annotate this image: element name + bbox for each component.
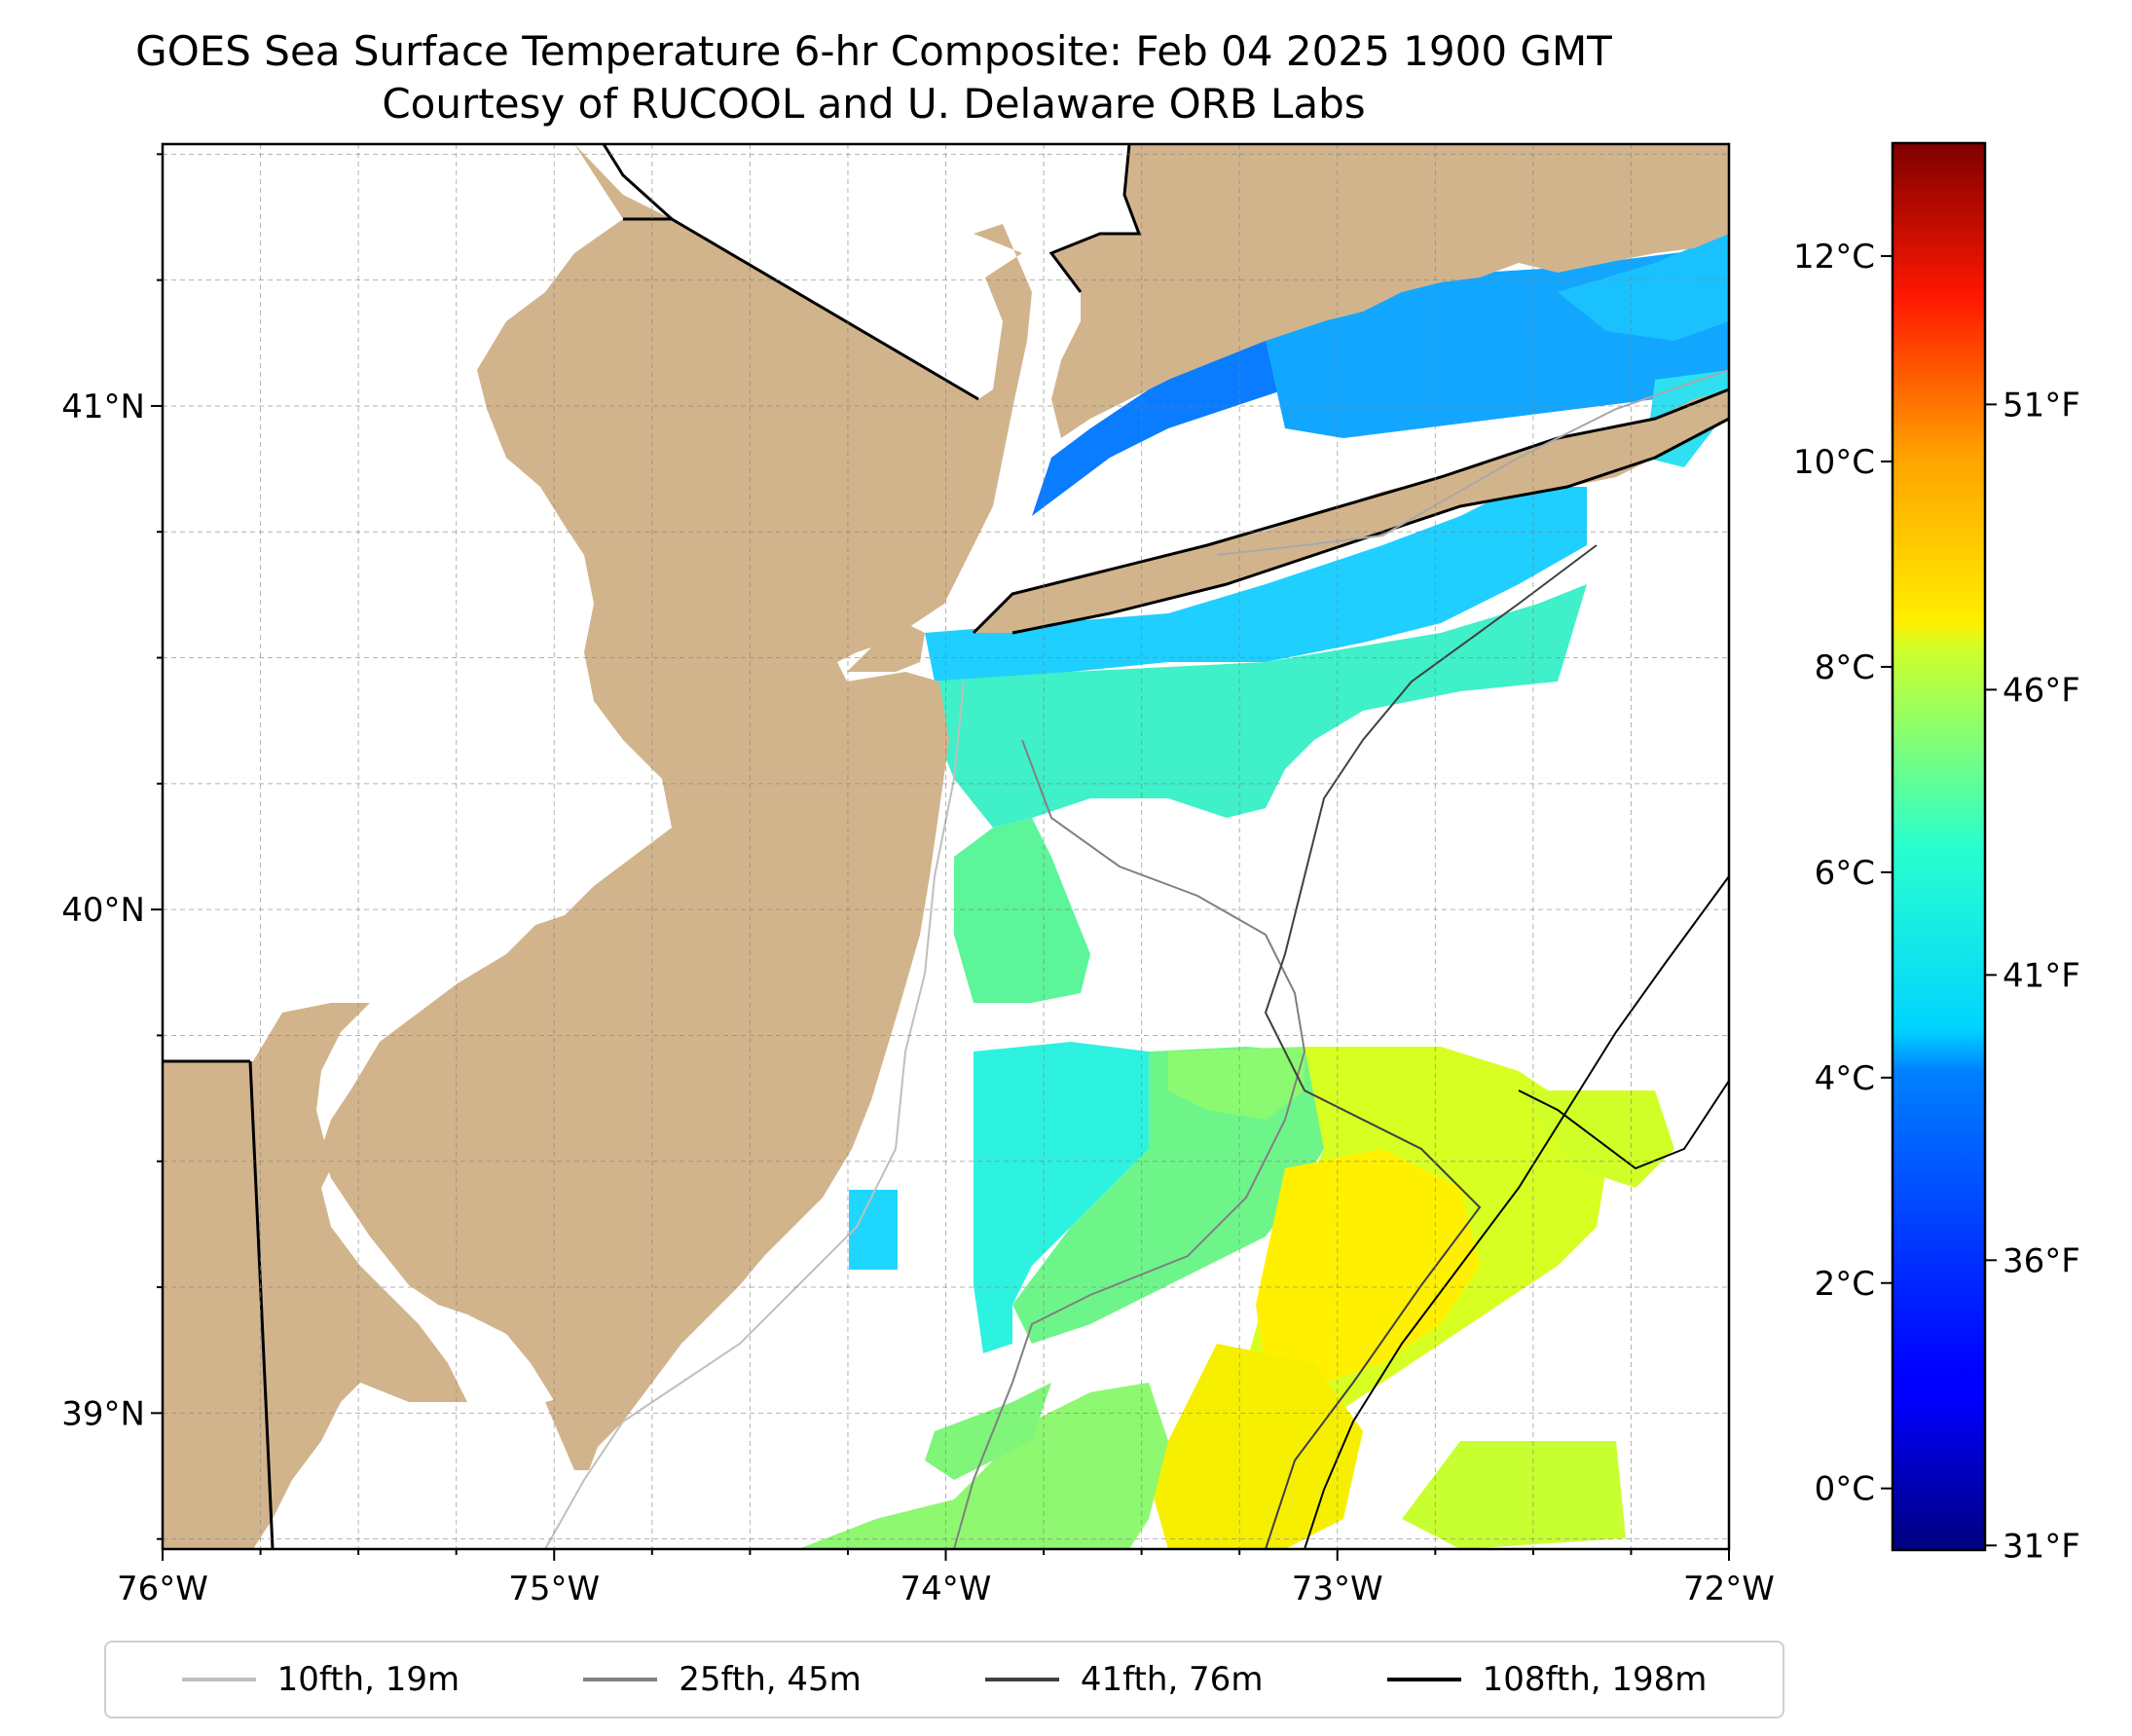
longitude-axis: 76°W 75°W 74°W 73°W 72°W (117, 1549, 1775, 1608)
x-tick-label: 76°W (117, 1570, 208, 1608)
x-tick-label: 75°W (508, 1570, 600, 1608)
colorbar-celsius-axis: 0°C 2°C 4°C 6°C 8°C 10°C 12°C (1793, 238, 1893, 1509)
isobath-45m-north (1216, 369, 1729, 556)
colorbar (1891, 141, 1987, 1552)
colorbar-fahrenheit-axis: 31°F 36°F 41°F 46°F 51°F (1985, 386, 2080, 1566)
legend-line-swatch (1386, 1678, 1461, 1681)
isobath-19m (544, 681, 965, 1549)
legend-entry: 25fth, 45m (583, 1660, 862, 1699)
fahrenheit-tick-label: 46°F (2003, 671, 2080, 710)
x-tick-label: 73°W (1292, 1570, 1383, 1608)
legend-label: 25fth, 45m (679, 1660, 862, 1699)
isobath-45m (953, 739, 1306, 1549)
legend-label: 10fth, 19m (276, 1660, 460, 1699)
celsius-tick-label: 8°C (1815, 648, 1875, 687)
y-tick-label: 41°N (61, 388, 145, 426)
isobath-76m (1264, 544, 1598, 1549)
celsius-tick-label: 10°C (1793, 443, 1875, 482)
isobath-legend: 10fth, 19m 25fth, 45m 41fth, 76m 108fth, 19… (104, 1641, 1784, 1718)
isobath-198m (1304, 875, 1729, 1549)
legend-label: 41fth, 76m (1080, 1660, 1264, 1699)
legend-line-swatch (984, 1678, 1059, 1681)
latitude-axis: 39°N 40°N 41°N (61, 153, 163, 1540)
celsius-tick-label: 6°C (1815, 854, 1875, 893)
fahrenheit-tick-label: 36°F (2003, 1241, 2080, 1280)
coastline-layer (163, 144, 1729, 1549)
fahrenheit-tick-label: 41°F (2003, 956, 2080, 995)
y-tick-label: 40°N (61, 891, 145, 930)
legend-entry: 108fth, 198m (1386, 1660, 1708, 1699)
legend-entry: 10fth, 19m (181, 1660, 460, 1699)
gridlines (163, 144, 1729, 1549)
land-layer (163, 144, 1729, 1549)
fahrenheit-tick-label: 31°F (2003, 1527, 2080, 1566)
figure-title: GOES Sea Surface Temperature 6-hr Compos… (135, 27, 1612, 75)
figure-subtitle: Courtesy of RUCOOL and U. Delaware ORB L… (382, 80, 1366, 128)
x-tick-label: 74°W (901, 1570, 992, 1608)
celsius-tick-label: 4°C (1815, 1059, 1875, 1098)
fahrenheit-tick-label: 51°F (2003, 386, 2080, 425)
legend-line-swatch (583, 1678, 658, 1681)
legend-line-swatch (181, 1678, 256, 1681)
legend-entry: 41fth, 76m (984, 1660, 1264, 1699)
x-tick-label: 72°W (1683, 1570, 1775, 1608)
isobath-layer (544, 369, 1729, 1549)
celsius-tick-label: 0°C (1815, 1470, 1875, 1509)
legend-label: 108fth, 198m (1482, 1660, 1708, 1699)
celsius-tick-label: 2°C (1815, 1265, 1875, 1304)
y-tick-label: 39°N (61, 1394, 145, 1433)
isobath-198m-east (1518, 1080, 1729, 1170)
celsius-tick-label: 12°C (1793, 238, 1875, 277)
